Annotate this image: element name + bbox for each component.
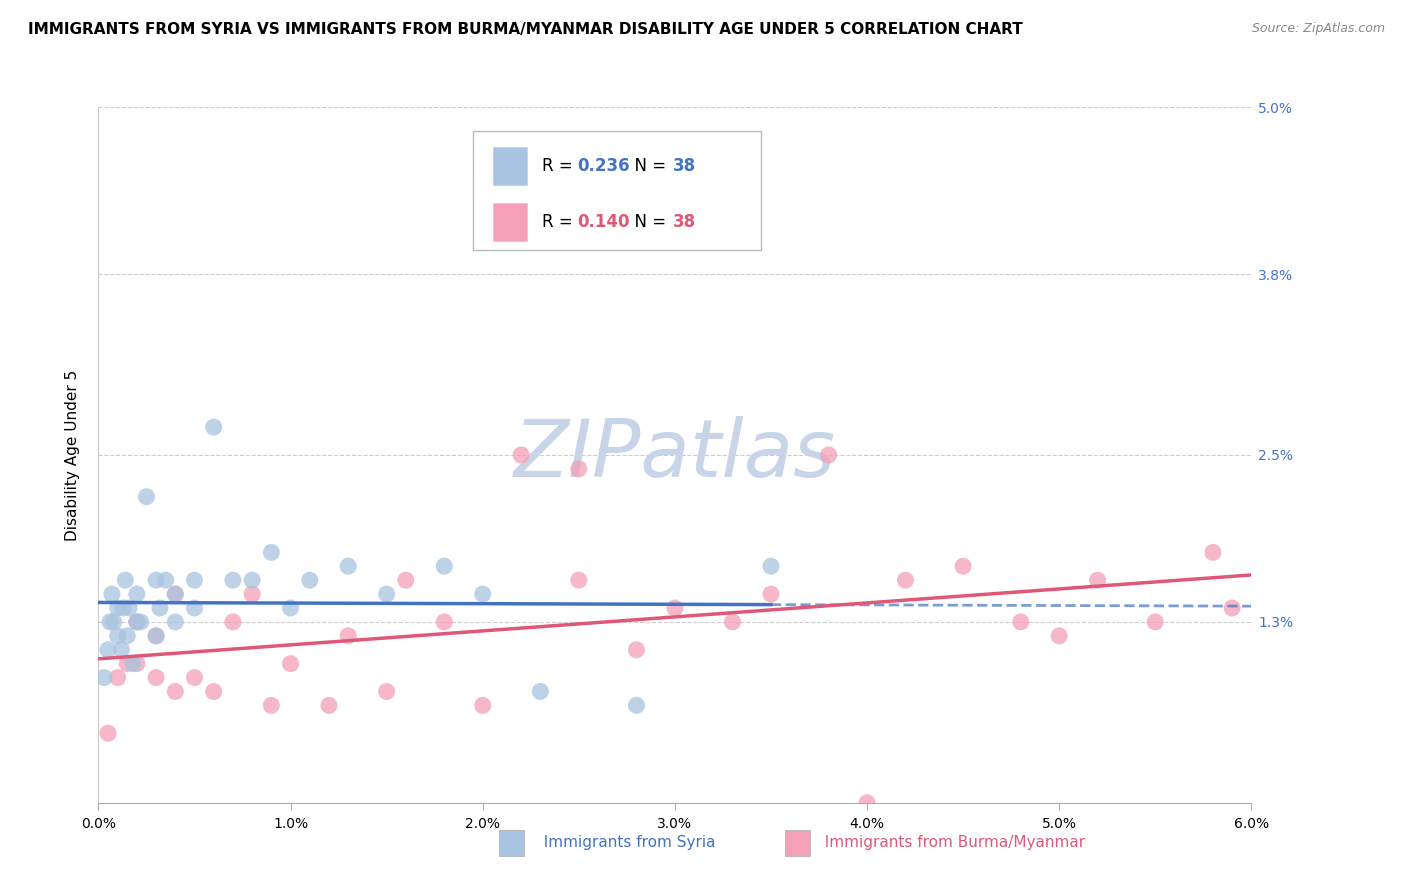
Point [568, 573, 591, 587]
Point [122, 657, 145, 671]
Point [118, 601, 141, 615]
Point [337, 629, 360, 643]
Y-axis label: Disability Age Under 5: Disability Age Under 5 [65, 369, 80, 541]
Text: R =: R = [543, 157, 578, 175]
Text: ZIPatlas: ZIPatlas [513, 416, 837, 494]
Point [183, 601, 205, 615]
Point [125, 587, 148, 601]
Point [1087, 573, 1109, 587]
Text: 0.140: 0.140 [576, 212, 630, 231]
Point [145, 671, 167, 685]
Point [626, 642, 648, 657]
Point [183, 573, 205, 587]
Point [568, 462, 591, 476]
Point [1202, 545, 1225, 559]
Point [97, 642, 120, 657]
Point [125, 615, 148, 629]
Point [856, 796, 879, 810]
Point [626, 698, 648, 713]
Point [280, 657, 302, 671]
Point [165, 587, 187, 601]
Point [98, 615, 121, 629]
Text: Immigrants from Burma/Myanmar: Immigrants from Burma/Myanmar [815, 836, 1085, 850]
Point [114, 573, 136, 587]
Point [1047, 629, 1070, 643]
Point [529, 684, 551, 698]
Point [337, 559, 360, 574]
Point [375, 587, 398, 601]
Text: Immigrants from Syria: Immigrants from Syria [534, 836, 716, 850]
Point [129, 615, 152, 629]
Point [222, 573, 245, 587]
Point [759, 559, 782, 574]
Point [471, 587, 494, 601]
Point [135, 490, 157, 504]
Text: 38: 38 [672, 212, 696, 231]
Point [721, 615, 744, 629]
Point [318, 698, 340, 713]
Point [894, 573, 917, 587]
Point [103, 615, 125, 629]
Point [101, 587, 124, 601]
Point [260, 698, 283, 713]
Text: N =: N = [624, 157, 672, 175]
Point [149, 601, 172, 615]
Point [1010, 615, 1032, 629]
Point [117, 629, 139, 643]
Point [817, 448, 839, 462]
Point [664, 601, 686, 615]
Point [375, 684, 398, 698]
Point [117, 657, 139, 671]
Point [952, 559, 974, 574]
Point [471, 698, 494, 713]
Point [1220, 601, 1243, 615]
Point [110, 642, 132, 657]
Point [107, 671, 129, 685]
FancyBboxPatch shape [492, 202, 527, 241]
Point [145, 573, 167, 587]
Point [202, 420, 225, 434]
Point [202, 684, 225, 698]
Point [165, 587, 187, 601]
Text: R =: R = [543, 212, 578, 231]
Point [145, 629, 167, 643]
Point [183, 671, 205, 685]
Point [433, 615, 456, 629]
Point [97, 726, 120, 740]
Point [1144, 615, 1167, 629]
Point [222, 615, 245, 629]
Text: 38: 38 [672, 157, 696, 175]
Point [433, 559, 456, 574]
Point [165, 615, 187, 629]
Text: 0.236: 0.236 [576, 157, 630, 175]
Point [280, 601, 302, 615]
Point [112, 601, 135, 615]
Text: N =: N = [624, 212, 672, 231]
Point [145, 629, 167, 643]
Point [125, 657, 148, 671]
Point [165, 684, 187, 698]
Point [107, 629, 129, 643]
Point [298, 573, 321, 587]
Point [125, 615, 148, 629]
FancyBboxPatch shape [492, 147, 527, 186]
Point [155, 573, 177, 587]
Text: IMMIGRANTS FROM SYRIA VS IMMIGRANTS FROM BURMA/MYANMAR DISABILITY AGE UNDER 5 CO: IMMIGRANTS FROM SYRIA VS IMMIGRANTS FROM… [28, 22, 1024, 37]
Point [240, 573, 263, 587]
Point [759, 587, 782, 601]
Point [395, 573, 418, 587]
Text: Source: ZipAtlas.com: Source: ZipAtlas.com [1251, 22, 1385, 36]
Point [93, 671, 115, 685]
Point [240, 587, 263, 601]
FancyBboxPatch shape [472, 131, 762, 250]
Point [510, 448, 533, 462]
Point [260, 545, 283, 559]
Point [107, 601, 129, 615]
